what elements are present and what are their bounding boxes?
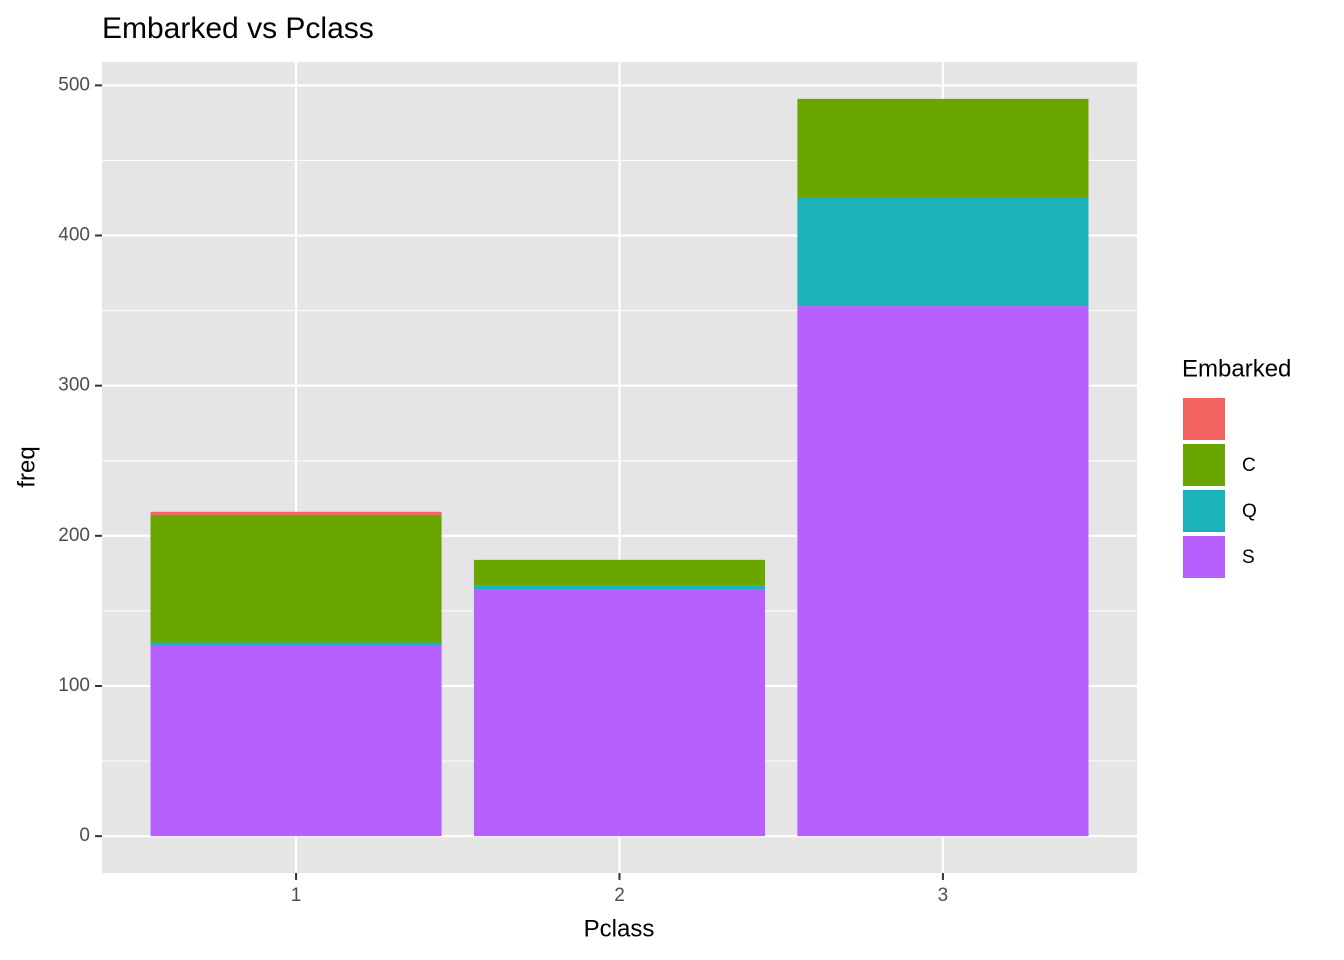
bar-segment bbox=[150, 642, 442, 646]
bar-segment bbox=[797, 306, 1089, 837]
bar-segment bbox=[473, 589, 766, 837]
bar-segment bbox=[473, 559, 766, 586]
y-axis-label: freq bbox=[13, 446, 40, 487]
legend-key bbox=[1183, 444, 1225, 486]
bar-segment bbox=[797, 98, 1089, 198]
bar-segment bbox=[797, 197, 1089, 307]
x-axis-label: Pclass bbox=[584, 915, 655, 942]
x-tick-label: 2 bbox=[614, 885, 625, 906]
bar-segment bbox=[150, 511, 442, 515]
legend-key bbox=[1183, 490, 1225, 532]
y-tick-label: 0 bbox=[79, 825, 90, 846]
bar-segment bbox=[473, 585, 766, 590]
bar-segment bbox=[150, 645, 442, 837]
x-tick-label: 1 bbox=[291, 885, 302, 906]
chart-title: Embarked vs Pclass bbox=[102, 12, 374, 45]
legend-label: S bbox=[1242, 547, 1255, 568]
y-tick-label: 200 bbox=[58, 525, 90, 546]
legend-title: Embarked bbox=[1182, 355, 1291, 382]
legend-key bbox=[1183, 536, 1225, 578]
y-tick-label: 300 bbox=[58, 375, 90, 396]
legend-key bbox=[1183, 398, 1225, 440]
legend-label: Q bbox=[1242, 501, 1257, 522]
y-tick-label: 100 bbox=[58, 675, 90, 696]
y-tick-label: 500 bbox=[58, 74, 90, 95]
x-tick-label: 3 bbox=[938, 885, 949, 906]
bar-segment bbox=[150, 514, 442, 643]
y-tick-label: 400 bbox=[58, 225, 90, 246]
legend-label: C bbox=[1242, 455, 1256, 476]
